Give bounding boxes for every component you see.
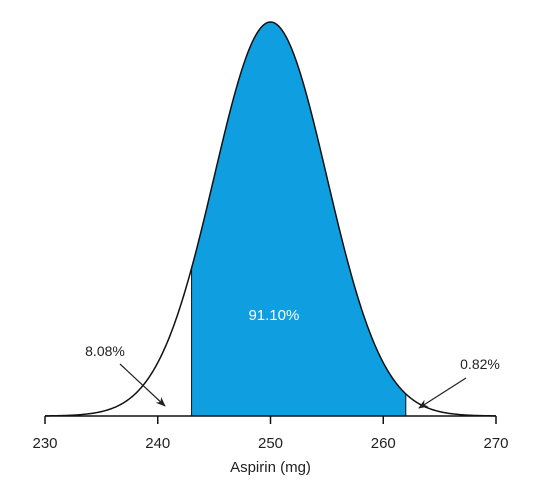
x-tick-label-250: 250 bbox=[258, 435, 283, 452]
x-tick-label-230: 230 bbox=[32, 435, 57, 452]
left-tail-label: 8.08% bbox=[85, 343, 125, 359]
x-axis-ticks: 230 240 250 260 270 bbox=[32, 416, 509, 452]
left-tail-arrow bbox=[119, 363, 166, 407]
x-tick-label-270: 270 bbox=[483, 435, 508, 452]
right-tail-arrow bbox=[418, 377, 467, 409]
x-axis-title: Aspirin (mg) bbox=[230, 459, 311, 476]
shaded-area-91pct bbox=[191, 22, 406, 416]
center-percentage-label: 91.10% bbox=[248, 307, 299, 324]
right-tail-label: 0.82% bbox=[460, 356, 500, 372]
x-tick-label-240: 240 bbox=[145, 435, 170, 452]
x-tick-label-260: 260 bbox=[371, 435, 396, 452]
